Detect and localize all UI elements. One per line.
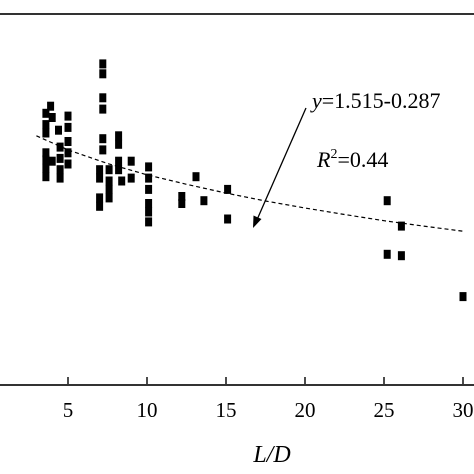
data-point-54 — [397, 221, 405, 231]
equation-expression: =1.515-0.287 — [322, 88, 441, 113]
trend-line — [36, 135, 464, 232]
data-point-35 — [115, 165, 123, 175]
annotation-arrow-shaft — [255, 107, 307, 223]
data-point-27 — [96, 173, 104, 183]
x-tick-label-5: 5 — [63, 398, 74, 422]
data-point-31 — [96, 201, 104, 211]
data-point-14 — [56, 173, 64, 183]
x-tick-label-30: 30 — [453, 398, 474, 422]
r-squared-label: R2=0.44 — [316, 147, 388, 172]
data-point-16 — [64, 122, 72, 132]
data-point-30 — [96, 193, 104, 203]
data-point-55 — [383, 249, 391, 259]
data-point-49 — [192, 172, 200, 182]
data-point-20 — [99, 59, 107, 69]
data-point-42 — [145, 173, 153, 183]
data-point-11 — [56, 142, 64, 152]
r-squared-value: =0.44 — [337, 147, 388, 172]
data-point-45 — [145, 207, 153, 217]
data-point-28 — [105, 165, 113, 175]
data-point-53 — [383, 196, 391, 206]
data-point-8 — [42, 172, 50, 182]
data-point-46 — [145, 217, 153, 227]
data-point-17 — [64, 137, 72, 146]
data-point-5 — [42, 148, 50, 158]
data-point-7 — [42, 163, 50, 173]
data-point-40 — [127, 156, 135, 166]
data-point-22 — [99, 93, 107, 103]
data-point-57 — [459, 292, 467, 302]
x-tick-label-15: 15 — [216, 398, 237, 422]
x-tick-label-10: 10 — [137, 398, 158, 422]
r-squared-superscript: 2 — [330, 147, 337, 162]
data-point-19 — [64, 159, 72, 169]
data-point-47 — [178, 192, 186, 201]
data-point-43 — [145, 184, 153, 194]
x-axis-title: L/D — [252, 442, 290, 468]
data-point-50 — [200, 196, 208, 206]
data-point-44 — [145, 199, 153, 208]
data-point-10 — [55, 125, 62, 135]
plot-frame — [0, 13, 474, 386]
data-point-3 — [42, 120, 50, 130]
data-point-37 — [115, 131, 123, 141]
data-point-33 — [105, 193, 113, 203]
data-point-15 — [64, 111, 72, 121]
data-point-29 — [105, 176, 113, 186]
x-axis-tick-labels: 5 10 15 20 25 30 — [63, 398, 474, 422]
data-point-39 — [127, 173, 135, 183]
data-point-4 — [42, 128, 50, 138]
data-point-21 — [99, 69, 107, 79]
data-point-51 — [224, 184, 232, 194]
x-tick-label-20: 20 — [295, 398, 316, 422]
data-point-13 — [56, 165, 64, 175]
data-point-32 — [105, 184, 113, 194]
data-point-34 — [115, 156, 123, 166]
data-point-1 — [47, 101, 55, 111]
data-point-25 — [99, 145, 107, 155]
data-point-48 — [178, 199, 186, 208]
x-axis-ticks — [67, 377, 464, 384]
data-points — [42, 59, 467, 302]
data-point-52 — [224, 214, 232, 224]
data-point-38 — [115, 139, 123, 149]
data-point-18 — [64, 148, 72, 158]
data-point-26 — [96, 165, 104, 175]
equation-variable: y — [310, 88, 322, 113]
data-point-24 — [99, 134, 107, 144]
data-point-2 — [48, 113, 56, 122]
r-squared-variable: R — [316, 147, 331, 172]
regression-equation: y=1.515-0.287 — [310, 88, 441, 113]
data-point-36 — [118, 176, 126, 186]
data-point-56 — [397, 251, 405, 261]
data-point-23 — [99, 104, 107, 114]
data-point-12 — [56, 153, 64, 163]
data-point-6 — [42, 155, 50, 165]
data-point-41 — [145, 162, 153, 172]
data-point-0 — [42, 108, 50, 118]
x-tick-label-25: 25 — [374, 398, 395, 422]
data-point-9 — [48, 156, 56, 166]
annotation-arrowhead — [253, 215, 262, 228]
